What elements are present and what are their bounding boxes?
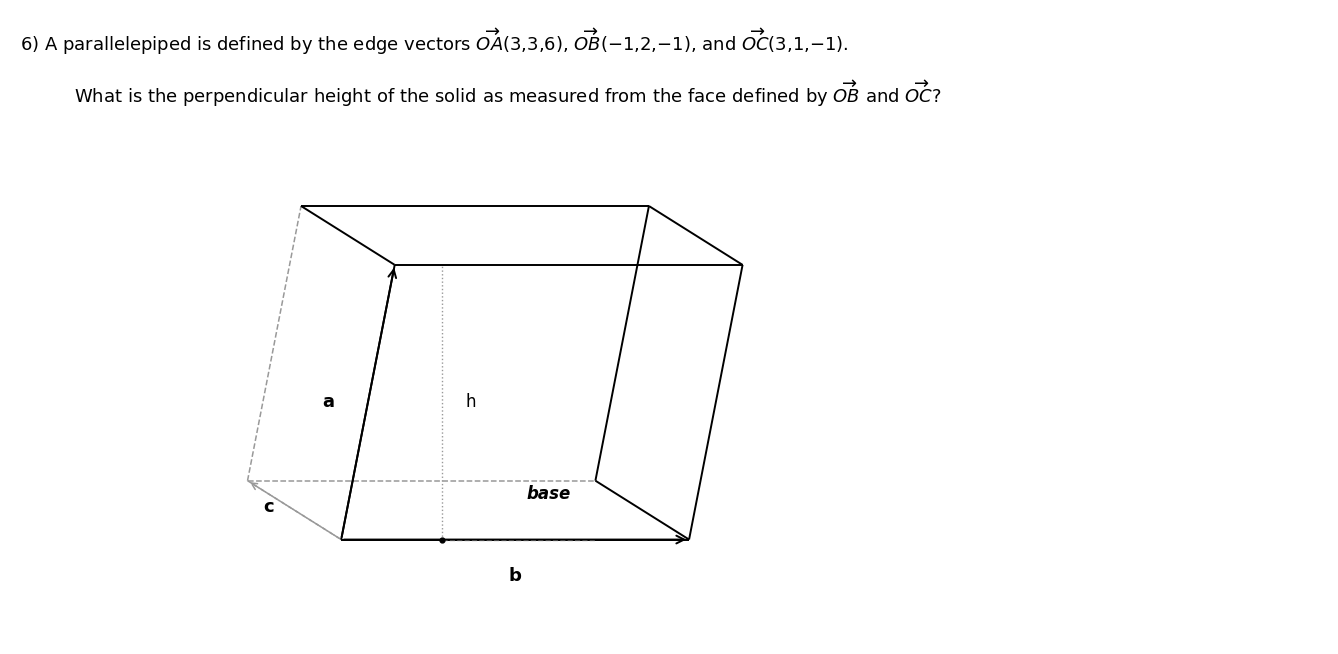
- Text: b: b: [508, 566, 522, 585]
- Text: a: a: [322, 393, 334, 411]
- Text: h: h: [466, 393, 476, 411]
- Text: base: base: [526, 485, 571, 503]
- Text: What is the perpendicular height of the solid as measured from the face defined : What is the perpendicular height of the …: [74, 78, 941, 109]
- Text: c: c: [264, 498, 274, 516]
- Text: 6) A parallelepiped is defined by the edge vectors $\overrightarrow{OA}$(3,3,6),: 6) A parallelepiped is defined by the ed…: [20, 26, 848, 57]
